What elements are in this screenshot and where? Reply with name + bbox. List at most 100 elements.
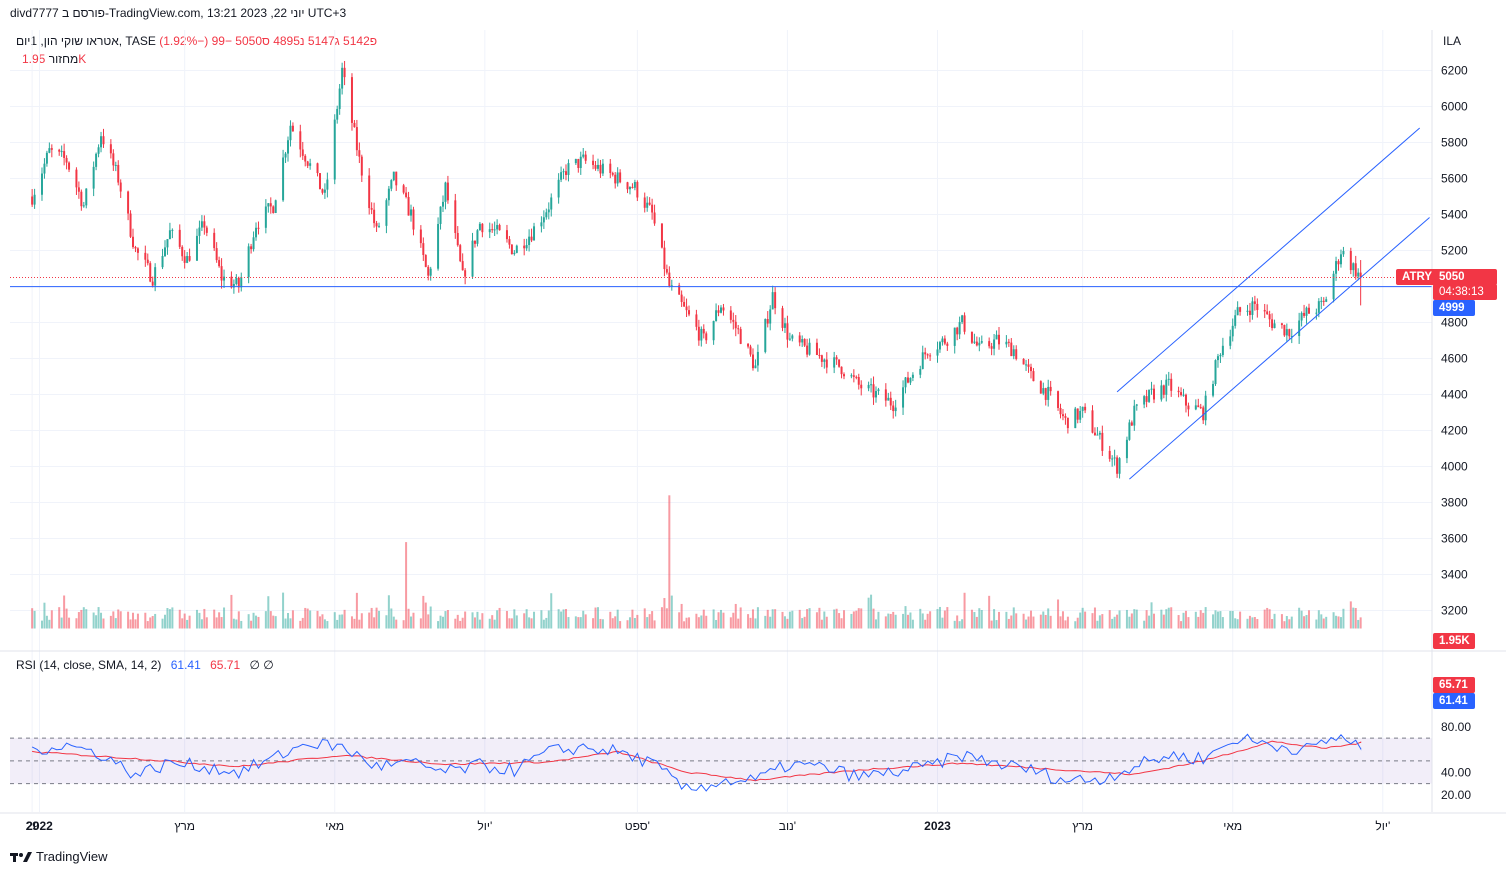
candle-body [1148, 389, 1151, 402]
price-tick-label: 4800 [1441, 316, 1468, 330]
candle-body [491, 229, 494, 231]
candle-body [255, 227, 258, 238]
volume-bar [678, 612, 681, 629]
volume-bar [611, 618, 614, 629]
volume-bar [198, 612, 201, 629]
candle-body [488, 229, 491, 233]
volume-bar [459, 620, 462, 629]
volume-bar [700, 615, 703, 629]
candle-body [892, 405, 895, 412]
candle-body [358, 150, 361, 157]
volume-bar [547, 610, 550, 629]
candle-body [574, 159, 577, 164]
candle-body [360, 156, 363, 176]
candle-body [1091, 410, 1094, 433]
volume-bar [646, 617, 649, 629]
candle-body [717, 310, 720, 313]
candle-body [906, 377, 909, 383]
volume-bar [1303, 616, 1306, 629]
candle-body [643, 197, 646, 208]
candle-body [1177, 390, 1180, 393]
candle-body [390, 180, 393, 189]
candle-body [860, 384, 863, 389]
volume-bar [412, 612, 415, 629]
candle-body [975, 341, 978, 346]
volume-bar [68, 617, 71, 629]
volume-bar [1221, 617, 1224, 629]
volume-bar [235, 619, 238, 629]
volume-bar [326, 621, 329, 629]
candle-body [1108, 450, 1111, 459]
volume-bar [1096, 620, 1099, 629]
candle-body [877, 389, 880, 392]
volume-bar [390, 608, 393, 629]
candle-body [82, 205, 85, 207]
volume-bar [978, 608, 981, 629]
candle-body [43, 163, 46, 174]
candle-body [161, 256, 164, 268]
candle-body [1182, 394, 1185, 396]
candle-body [567, 163, 570, 175]
candle-body [459, 245, 462, 262]
volume-bar [786, 618, 789, 629]
candle-body [1204, 395, 1207, 421]
volume-bar [1005, 611, 1008, 629]
candle-body [496, 225, 499, 230]
volume-bar [1248, 615, 1251, 629]
candle-body [953, 327, 956, 346]
candle-body [685, 306, 688, 311]
candle-body [550, 197, 553, 210]
volume-bar [801, 618, 804, 629]
volume-bar [166, 608, 169, 629]
rsi-extra: ∅ ∅ [249, 658, 274, 672]
volume-bar [1234, 618, 1237, 629]
volume-bar [454, 618, 457, 629]
candle-body [1015, 349, 1018, 359]
candle-body [336, 108, 339, 120]
candle-body [370, 208, 373, 210]
volume-bar [734, 603, 737, 629]
candle-body [720, 307, 722, 313]
candle-body [1219, 355, 1222, 357]
candle-body [181, 246, 184, 257]
volume-bar [1025, 619, 1028, 629]
candle-body [326, 179, 329, 190]
candle-body [1337, 261, 1340, 265]
volume-bar [530, 618, 533, 629]
footer-brand[interactable]: TradingView [10, 849, 108, 864]
candle-body [321, 189, 324, 193]
volume-bar [144, 612, 147, 629]
volume-bar [781, 611, 784, 629]
candle-body [1199, 407, 1202, 409]
candle-body [542, 217, 545, 223]
candle-body [823, 359, 826, 362]
candle-body [481, 223, 484, 233]
candle-body [1007, 341, 1010, 343]
volume-bar [1239, 611, 1242, 629]
candle-body [1305, 307, 1308, 316]
volume-bar [843, 610, 846, 629]
volume-bar [102, 618, 105, 629]
candle-body [852, 375, 855, 377]
candle-body [515, 245, 518, 253]
candle-body [100, 136, 103, 148]
volume-bar [82, 607, 85, 629]
volume-bar [264, 611, 267, 629]
volume-bar [909, 612, 912, 629]
candle-body [547, 209, 550, 213]
volume-bar [525, 609, 528, 629]
candle-body [203, 221, 206, 228]
volume-bar [683, 621, 686, 629]
candle-body [1098, 432, 1101, 435]
candle-body [766, 319, 769, 324]
volume-bar [1349, 601, 1352, 629]
volume-bar [929, 611, 932, 629]
candle-body [633, 181, 636, 188]
volume-bar [1015, 613, 1018, 629]
candle-body [843, 374, 846, 377]
candle-body [1216, 356, 1219, 361]
volume-bar [747, 614, 750, 629]
volume-bar [599, 618, 602, 629]
candle-body [461, 261, 464, 271]
